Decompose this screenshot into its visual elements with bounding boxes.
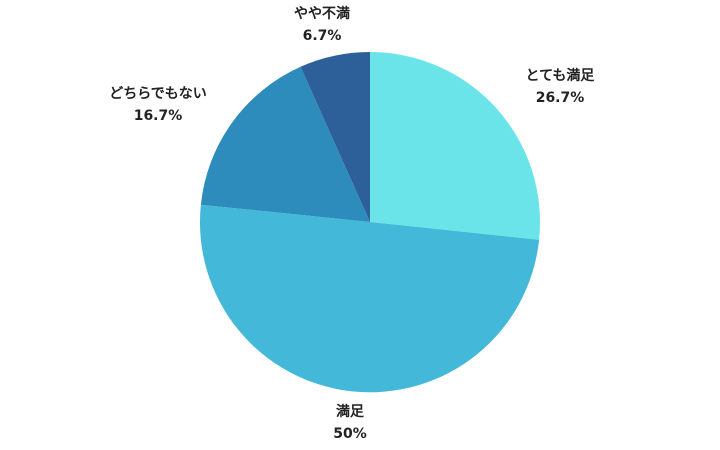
- slice-label-name: とても満足: [526, 67, 596, 84]
- pie-labels: とても満足 26.7% 満足 50% どちらでもない 16.7% やや不満 6.7%: [109, 5, 595, 442]
- slice-label: どちらでもない 16.7%: [109, 86, 207, 124]
- slice-label: とても満足 26.7%: [526, 67, 596, 106]
- slice-label-percent: 50%: [333, 426, 367, 442]
- pie-slice: [300, 51, 370, 222]
- slice-label-percent: 16.7%: [134, 108, 183, 124]
- slice-label-percent: 26.7%: [536, 90, 585, 106]
- slice-label: やや不満 6.7%: [294, 5, 350, 44]
- slice-label-name: どちらでもない: [109, 86, 207, 102]
- pie-slice: [200, 66, 370, 222]
- slice-label-name: 満足: [336, 403, 365, 420]
- pie-slices: [199, 51, 540, 393]
- slice-label-name: やや不満: [294, 5, 350, 22]
- pie-slice: [370, 52, 540, 240]
- slice-label: 満足 50%: [333, 403, 367, 442]
- slice-label-percent: 6.7%: [303, 28, 342, 44]
- pie-slice: [199, 204, 540, 393]
